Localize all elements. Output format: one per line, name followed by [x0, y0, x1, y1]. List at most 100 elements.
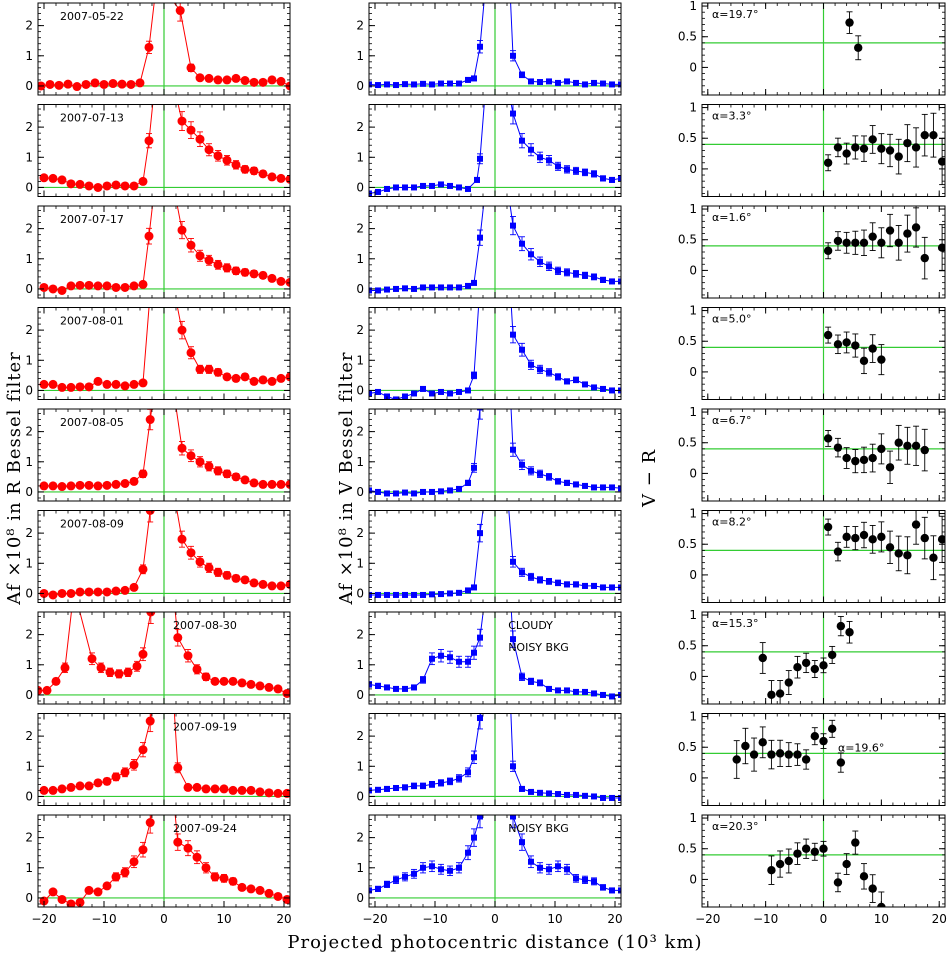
point-v-10: [456, 80, 462, 87]
point-r-7: [105, 667, 115, 677]
point-vr-6: [877, 532, 886, 542]
point-r-9: [120, 181, 130, 191]
point-r-5: [87, 654, 97, 664]
point-r-9: [120, 867, 130, 877]
point-v-3: [393, 82, 399, 89]
point-v-16: [510, 446, 516, 453]
y-tick-label: 0: [689, 162, 697, 176]
point-v-7: [429, 591, 435, 598]
point-r-25: [276, 373, 286, 383]
point-v-28: [618, 887, 621, 894]
y-tick-label: 1: [689, 710, 697, 724]
series-line-r: [44, 713, 287, 794]
point-v-17: [519, 839, 525, 846]
point-v-13: [477, 409, 483, 411]
y-tick-label: 1: [689, 405, 697, 419]
y-tick-label: 0: [25, 891, 33, 905]
point-r-12: [145, 415, 155, 425]
point-v-22: [564, 166, 570, 173]
point-r-5: [84, 885, 94, 895]
panel-r-2: 0 1 2 2007-07-13: [25, 104, 291, 197]
point-v-25: [591, 273, 597, 280]
point-v-25: [591, 79, 597, 86]
point-v-11: [465, 658, 471, 665]
y-tick-label: 0: [356, 586, 364, 600]
y-tick-label: 0: [356, 688, 364, 702]
point-vr-0: [845, 18, 854, 27]
phase-angle-label: α=19.6°: [838, 742, 884, 755]
y-axis-label-right: V − R: [639, 449, 660, 508]
point-v-24: [582, 688, 588, 695]
point-v-22: [564, 581, 570, 588]
y-tick-label: 1: [25, 252, 33, 266]
point-r-3: [66, 588, 76, 598]
panel-v-4: 0 1 2: [356, 307, 622, 400]
point-r-15: [186, 348, 196, 358]
point-v-16: [510, 222, 516, 229]
point-r-20: [219, 873, 229, 883]
point-v-17: [519, 71, 525, 78]
point-r-4: [75, 382, 85, 392]
point-r-1: [48, 590, 58, 600]
point-r-22: [249, 77, 259, 87]
point-r-24: [267, 376, 277, 386]
point-r-0: [39, 481, 49, 491]
x-tick-label: −10: [91, 912, 116, 926]
point-v-13: [477, 155, 483, 162]
panel-v-5: 0 1 2: [356, 408, 622, 502]
point-v-12: [471, 75, 477, 82]
point-v-1: [375, 388, 381, 395]
y-tick-label: 0: [356, 789, 364, 803]
panel-r-6: 0 1 2 2007-08-09: [25, 510, 291, 603]
phase-angle-label: α=8.2°: [712, 516, 751, 529]
y-tick-label: 0: [689, 568, 697, 582]
y-tick-label: 1: [25, 658, 33, 672]
point-v-10: [456, 388, 462, 395]
point-v-3: [393, 685, 399, 692]
point-v-3: [393, 490, 399, 497]
point-r-5: [84, 587, 94, 597]
point-r-25: [276, 76, 286, 86]
point-v-25: [591, 690, 597, 697]
point-r-8: [114, 669, 124, 679]
point-v-22: [564, 269, 570, 276]
observation-date: 2007-09-19: [173, 721, 237, 734]
errorbar-r-12: [147, 510, 154, 523]
point-r-26: [273, 684, 283, 694]
panel-vr-6: 0 0.5 1 α=8.2°: [678, 507, 946, 603]
point-r-11: [138, 649, 148, 659]
point-r-2: [57, 482, 67, 492]
y-tick-label: 2: [25, 729, 33, 743]
point-vr-0: [767, 866, 776, 875]
point-v-6: [420, 782, 426, 789]
point-v-9: [447, 390, 453, 397]
point-v-21: [555, 687, 561, 694]
point-r-18: [204, 563, 214, 573]
point-r-27: [282, 688, 290, 698]
point-vr-0: [758, 653, 767, 663]
point-v-0: [369, 487, 372, 494]
y-tick-label: 1: [356, 658, 364, 672]
point-v-23: [573, 270, 579, 277]
point-v-12: [471, 372, 477, 379]
x-tick-label: −10: [422, 912, 447, 926]
point-v-25: [591, 793, 597, 800]
point-v-12: [471, 834, 477, 841]
y-tick-label: 0.5: [678, 842, 697, 856]
point-r-4: [75, 480, 85, 490]
point-v-19: [537, 258, 543, 265]
point-r-19: [213, 466, 223, 476]
y-tick-label: 0: [25, 282, 33, 296]
y-tick-label: 1: [25, 150, 33, 164]
point-v-7: [429, 81, 435, 88]
point-v-24: [582, 582, 588, 589]
point-r-1: [48, 173, 58, 183]
point-v-20: [546, 685, 552, 692]
point-v-6: [420, 591, 426, 598]
point-v-1: [375, 885, 381, 892]
point-r-15: [177, 116, 187, 126]
x-tick-label: 0: [491, 912, 499, 926]
point-vr-4: [859, 356, 869, 366]
point-v-13: [477, 530, 483, 537]
point-r-24: [258, 169, 268, 179]
